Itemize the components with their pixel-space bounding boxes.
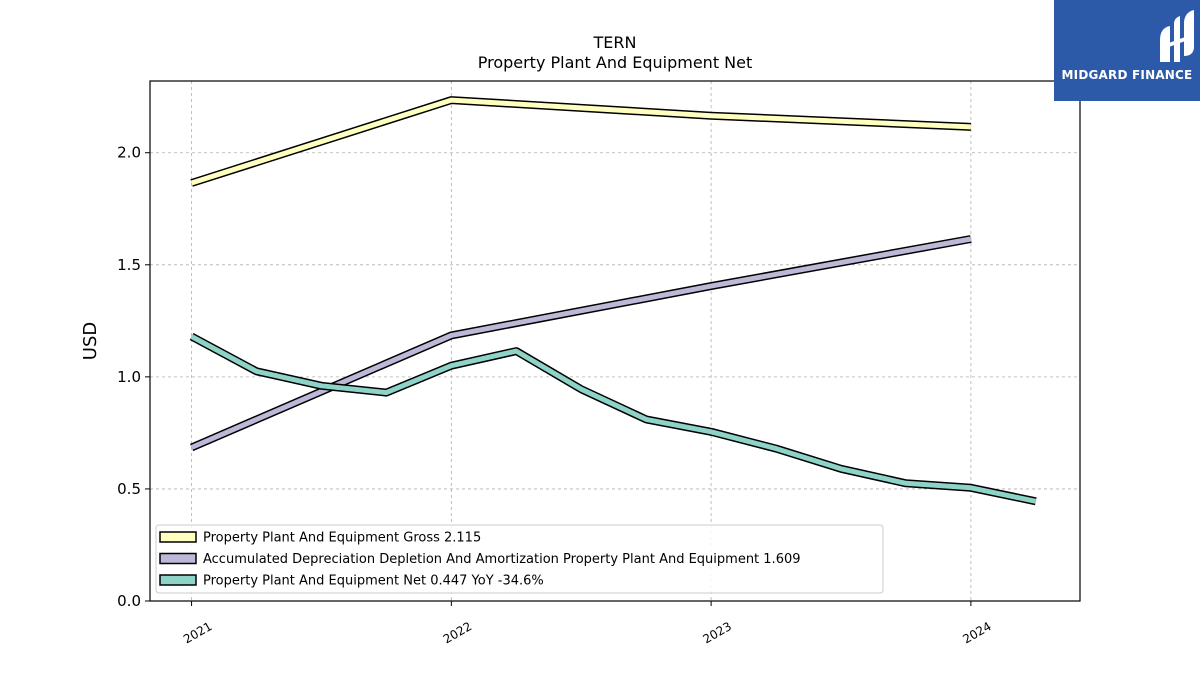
series-layer bbox=[189, 96, 1037, 506]
legend-swatch bbox=[159, 552, 197, 565]
y-ticks: 0.0 0.5 1.0 1.5 2.0 bbox=[117, 144, 150, 610]
series-line bbox=[190, 236, 972, 450]
y-tick-label: 1.5 bbox=[117, 256, 141, 274]
chart-title: TERN bbox=[593, 33, 637, 52]
x-tick-label: 2022 bbox=[441, 619, 474, 646]
logo-text: MIDGARD FINANCE bbox=[1061, 68, 1193, 82]
x-tick-label: 2021 bbox=[181, 619, 214, 646]
grid bbox=[150, 81, 1080, 601]
x-ticks: 2021 2022 2023 2024 bbox=[181, 601, 994, 646]
series-line bbox=[190, 97, 972, 186]
legend-label: Property Plant And Equipment Net 0.447 Y… bbox=[203, 574, 544, 589]
y-axis-label: USD bbox=[80, 322, 101, 360]
series-line-outline bbox=[190, 235, 972, 452]
legend-box bbox=[155, 524, 884, 594]
legend-swatch bbox=[159, 531, 197, 543]
x-tick-label: 2024 bbox=[960, 619, 993, 646]
legend-label: Property Plant And Equipment Gross 2.115 bbox=[203, 531, 481, 546]
series-line bbox=[190, 334, 1037, 504]
legend-label: Accumulated Depreciation Depletion And A… bbox=[203, 552, 801, 567]
series-line-outline bbox=[190, 96, 972, 187]
series-line-outline bbox=[189, 332, 1037, 506]
legend-swatch bbox=[159, 574, 197, 586]
y-tick-label: 1.0 bbox=[117, 368, 141, 386]
y-tick-label: 0.5 bbox=[117, 480, 141, 498]
plot-frame bbox=[149, 80, 1081, 602]
y-tick-label: 2.0 bbox=[117, 144, 141, 162]
x-tick-label: 2023 bbox=[701, 619, 734, 646]
midgard-finance-logo: MIDGARD FINANCE bbox=[1054, 0, 1200, 101]
y-tick-label: 0.0 bbox=[117, 592, 141, 610]
legend: Property Plant And Equipment Gross 2.115… bbox=[155, 524, 884, 594]
logo-mark-icon bbox=[1160, 10, 1194, 62]
chart-subtitle: Property Plant And Equipment Net bbox=[478, 53, 753, 72]
